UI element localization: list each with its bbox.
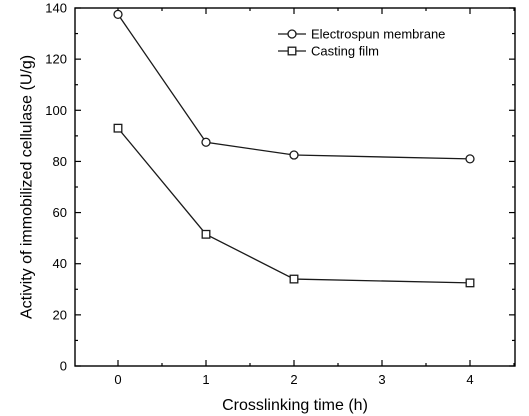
data-point-circle [113, 9, 123, 20]
data-point-square [465, 278, 475, 288]
x-axis-title: Crosslinking time (h) [222, 397, 368, 414]
data-point-square [289, 274, 299, 284]
y-tick-label: 80 [53, 154, 67, 169]
data-point-circle [465, 154, 475, 164]
y-tick-label: 140 [45, 1, 67, 16]
y-tick-label: 40 [53, 256, 67, 271]
data-point-circle [289, 150, 299, 160]
y-axis-title: Activity of immobilized cellulase (U/g) [19, 55, 36, 319]
y-tick-label: 120 [45, 52, 67, 67]
x-tick-label: 2 [290, 372, 297, 387]
x-tick-label: 1 [202, 372, 209, 387]
x-tick-label: 3 [378, 372, 385, 387]
y-tick-label: 0 [60, 359, 67, 374]
plot-frame [74, 7, 516, 367]
x-tick-label: 4 [466, 372, 473, 387]
series-layer [113, 9, 475, 288]
x-tick-label: 0 [114, 372, 121, 387]
series-line-2 [117, 127, 471, 284]
data-point-circle [201, 137, 211, 147]
y-tick-label: 20 [53, 307, 67, 322]
y-tick-label: 100 [45, 103, 67, 118]
legend: Electrospun membrane Casting film [278, 27, 445, 59]
series-line-1 [117, 14, 471, 160]
legend-label: Casting film [311, 44, 379, 59]
data-point-square [113, 123, 123, 133]
y-tick-label: 60 [53, 205, 67, 220]
legend-marker-circle [287, 29, 297, 39]
data-point-square [201, 229, 211, 239]
legend-label: Electrospun membrane [311, 27, 445, 42]
axes: 0 20 40 60 80 100 120 140 0 1 2 3 4 [45, 1, 516, 387]
legend-marker-square [287, 46, 297, 56]
